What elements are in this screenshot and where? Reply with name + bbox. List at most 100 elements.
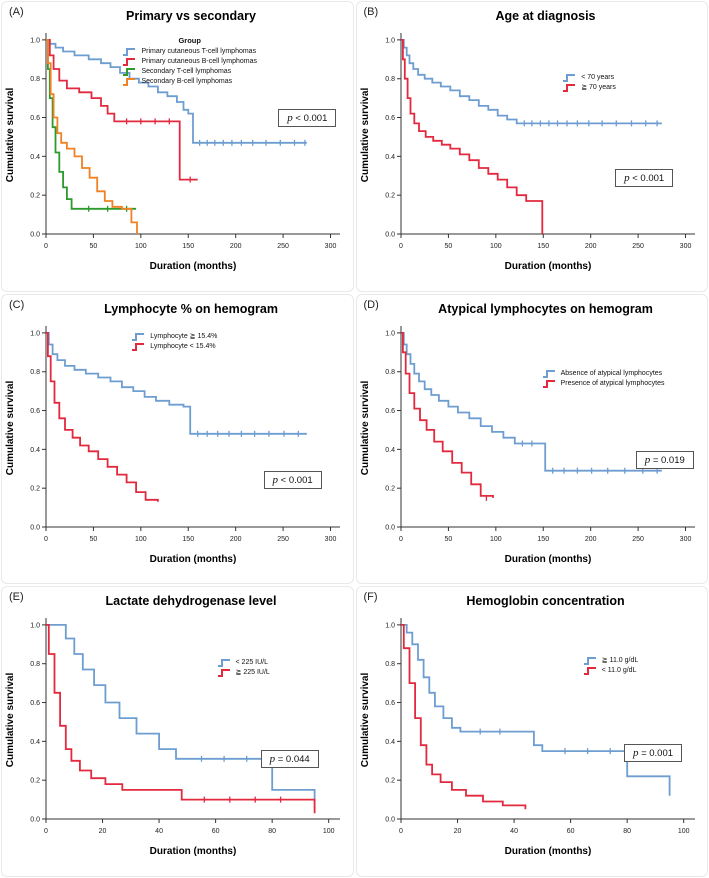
x-axis-label: Duration (months) (150, 554, 237, 565)
svg-text:50: 50 (90, 536, 98, 543)
p-value-box: p = 0.001 (623, 744, 683, 763)
x-axis-label: Duration (months) (504, 554, 591, 565)
legend-item: < 70 years (562, 73, 616, 82)
svg-text:100: 100 (489, 536, 501, 543)
svg-text:200: 200 (230, 536, 242, 543)
svg-text:20: 20 (99, 828, 107, 835)
legend: Lymphocyte ≧ 15.4% Lymphocyte < 15.4% (131, 331, 217, 352)
legend: Absence of atypical lymphocytes Presence … (542, 368, 665, 389)
legend-item: Primary cutaneous B-cell lymphomas (122, 57, 257, 66)
series-step-icon (563, 83, 576, 92)
x-axis-label: Duration (months) (504, 846, 591, 857)
x-axis-label: Duration (months) (504, 261, 591, 272)
svg-text:50: 50 (444, 243, 452, 250)
plot-axes: 0.0 0.2 0.4 0.6 0.8 1.0 0 50 100 150 200 250 300 (385, 33, 695, 250)
y-axis-label: Cumulative survival (5, 673, 16, 768)
y-axis-label: Cumulative survival (5, 88, 16, 183)
legend-item: ≧ 70 years (562, 83, 616, 92)
plot-axes: 0.0 0.2 0.4 0.6 0.8 1.0 0 20 40 60 80 100 (30, 618, 340, 835)
legend: < 70 years ≧ 70 years (562, 72, 616, 93)
p-symbol: p (632, 747, 639, 760)
p-symbol: p (287, 112, 293, 125)
legend-label: Absence of atypical lymphocytes (560, 370, 663, 378)
legend-label: Presence of atypical lymphocytes (560, 380, 665, 388)
p-value-box: p < 0.001 (263, 471, 322, 490)
panel-letter: (A) (9, 6, 24, 18)
svg-text:100: 100 (135, 243, 147, 250)
km-curve (46, 624, 316, 814)
svg-text:150: 150 (537, 243, 549, 250)
legend-label: ≧ 11.0 g/dL (601, 657, 639, 665)
plot-axes: 0.0 0.2 0.4 0.6 0.8 1.0 0 20 40 60 80 100 (385, 618, 695, 835)
svg-text:20: 20 (453, 828, 461, 835)
legend-item: < 11.0 g/dL (583, 666, 638, 675)
p-symbol: p (272, 474, 279, 487)
survival-curves (46, 624, 316, 814)
km-curve (46, 624, 316, 804)
chart-title: Primary vs secondary (126, 9, 256, 23)
legend-label: Primary cutaneous B-cell lymphomas (141, 58, 257, 65)
svg-text:300: 300 (325, 243, 337, 250)
series-step-icon (132, 342, 145, 351)
legend: Group Primary cutaneous T-cell lymphomas P… (122, 36, 257, 87)
km-curve (400, 331, 494, 498)
p-value-text: = 0.044 (275, 754, 310, 766)
series-step-icon (123, 48, 136, 56)
svg-text:1.0: 1.0 (385, 623, 395, 630)
survival-curves (400, 624, 670, 810)
svg-text:300: 300 (679, 243, 691, 250)
svg-text:250: 250 (277, 536, 289, 543)
y-axis-label: Cumulative survival (360, 380, 371, 475)
svg-text:0.8: 0.8 (385, 662, 395, 669)
km-curve (400, 39, 662, 125)
svg-text:100: 100 (135, 536, 147, 543)
legend-item: ≧ 11.0 g/dL (583, 656, 638, 665)
km-panel: (D) Atypical lymphocytes on hemogram 0.0… (355, 293, 708, 585)
svg-text:0.2: 0.2 (30, 778, 40, 785)
svg-text:0.0: 0.0 (385, 524, 395, 531)
series-step-icon (132, 332, 145, 341)
km-curve (400, 331, 662, 472)
svg-text:250: 250 (632, 243, 644, 250)
y-axis-label: Cumulative survival (360, 88, 371, 183)
legend-item: < 225 IU/L (217, 658, 270, 667)
svg-text:0.6: 0.6 (30, 115, 40, 122)
svg-text:1.0: 1.0 (30, 330, 40, 337)
svg-text:0.6: 0.6 (385, 700, 395, 707)
km-curve (46, 39, 137, 210)
legend-item: Absence of atypical lymphocytes (542, 369, 665, 379)
svg-text:100: 100 (677, 828, 689, 835)
km-curve (46, 39, 307, 144)
legend-title: Group (178, 36, 201, 45)
svg-text:80: 80 (623, 828, 631, 835)
km-curve (46, 331, 307, 435)
svg-text:50: 50 (444, 536, 452, 543)
series-step-icon (563, 73, 576, 82)
svg-text:0.2: 0.2 (385, 778, 395, 785)
y-axis-label: Cumulative survival (5, 380, 16, 475)
survival-curves (46, 331, 307, 502)
svg-text:0.6: 0.6 (30, 700, 40, 707)
svg-text:0.0: 0.0 (30, 817, 40, 824)
svg-text:0.8: 0.8 (385, 76, 395, 83)
km-curve (400, 39, 543, 234)
p-value-text: = 0.019 (650, 455, 685, 467)
svg-text:0.2: 0.2 (385, 485, 395, 492)
km-plot: 0.0 0.2 0.4 0.6 0.8 1.0 0 20 40 60 80 100 Duration … (360, 618, 695, 857)
series-step-icon (583, 666, 596, 675)
km-plot: 0.0 0.2 0.4 0.6 0.8 1.0 0 50 100 150 200 250 300 Dur… (360, 33, 695, 272)
y-axis-label: Cumulative survival (360, 673, 371, 768)
svg-text:0.8: 0.8 (30, 76, 40, 83)
km-plot: 0.0 0.2 0.4 0.6 0.8 1.0 0 20 40 60 80 100 Duration … (5, 618, 340, 857)
panel-letter: (F) (363, 591, 378, 604)
svg-text:0.0: 0.0 (30, 232, 40, 239)
svg-text:0: 0 (399, 536, 403, 543)
svg-text:0: 0 (399, 828, 403, 835)
legend-label: < 225 IU/L (235, 658, 269, 666)
svg-text:100: 100 (489, 243, 501, 250)
legend-item: Primary cutaneous T-cell lymphomas (122, 47, 257, 56)
legend-item: Lymphocyte < 15.4% (131, 342, 217, 351)
svg-text:0: 0 (44, 243, 48, 250)
svg-text:300: 300 (679, 536, 691, 543)
survival-curves (400, 331, 662, 501)
